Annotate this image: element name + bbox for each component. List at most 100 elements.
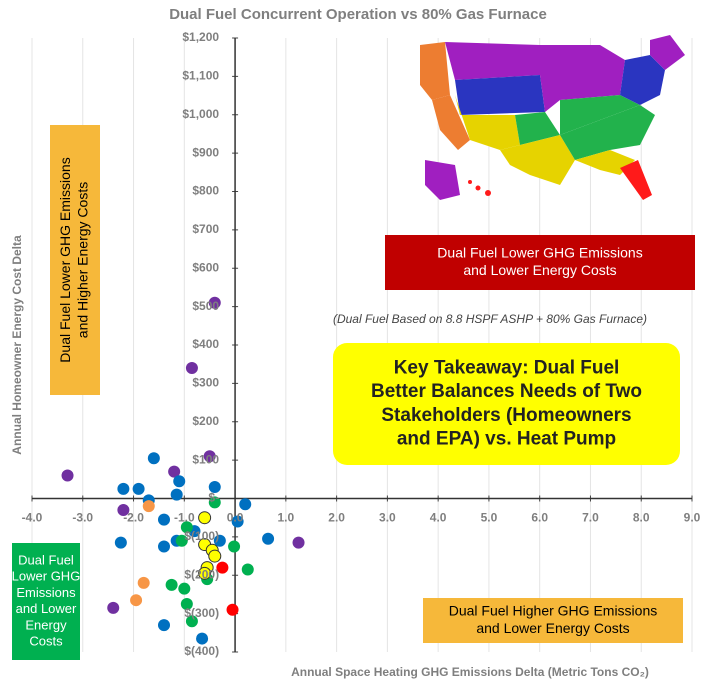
us-map <box>420 35 685 200</box>
annotation-text: Energy <box>25 617 67 632</box>
point <box>117 504 130 517</box>
annotation-text: Dual Fuel <box>18 552 74 567</box>
map-region <box>455 95 520 150</box>
x-tick-label: -3.0 <box>72 511 93 525</box>
point <box>185 615 198 628</box>
map-region <box>475 185 481 191</box>
map-region <box>445 42 540 80</box>
x-tick-label: 4.0 <box>430 511 447 525</box>
point <box>241 563 254 576</box>
point <box>180 521 193 534</box>
y-tick-label: $- <box>208 491 219 505</box>
point <box>213 534 226 547</box>
x-tick-label: 7.0 <box>582 511 599 525</box>
y-tick-label: $700 <box>192 222 219 236</box>
y-tick-label: $1,000 <box>182 107 219 121</box>
annotation-box <box>12 543 80 660</box>
point <box>165 578 178 591</box>
annotation-text: and Lower Energy Costs <box>463 262 616 278</box>
annotation-text: and Lower Energy Costs <box>476 620 629 636</box>
point <box>208 296 221 309</box>
map-region <box>420 42 450 100</box>
point <box>228 540 241 553</box>
annotation-text: Costs <box>29 634 63 649</box>
x-tick-label: 3.0 <box>379 511 396 525</box>
map-region <box>432 95 470 150</box>
annotation-text: Dual Fuel Lower GHG Emissions <box>437 244 642 260</box>
y-tick-label: $(300) <box>184 606 219 620</box>
y-tick-label: $1,200 <box>182 30 219 44</box>
point <box>231 515 244 528</box>
map-region <box>620 160 652 200</box>
point <box>262 532 275 545</box>
point <box>142 500 155 513</box>
y-tick-label: $600 <box>192 260 219 274</box>
point <box>168 465 181 478</box>
y-tick-label: $900 <box>192 145 219 159</box>
point <box>175 534 188 547</box>
y-tick-label: $1,100 <box>182 69 219 83</box>
point <box>180 598 193 611</box>
annotations: Dual Fuel Lower GHG Emissions and Higher … <box>12 125 695 660</box>
chart-title: Dual Fuel Concurrent Operation vs 80% Ga… <box>169 6 547 23</box>
x-tick-label: 0.0 <box>227 511 244 525</box>
map-region <box>485 190 491 196</box>
point <box>216 561 229 574</box>
map-region <box>560 95 640 135</box>
y-tick-label: $(200) <box>184 567 219 581</box>
point <box>198 566 212 580</box>
y-tick-label: $500 <box>192 299 219 313</box>
annotation-text: Lower GHG <box>12 569 81 584</box>
annotation-text: and EPA) vs. Heat Pump <box>397 429 616 450</box>
y-tick-label: $(100) <box>184 529 219 543</box>
annotation-text: Dual Fuel Higher GHG Emissions <box>449 602 658 618</box>
map-region <box>560 105 655 160</box>
x-tick-label: -2.0 <box>123 511 144 525</box>
x-tick-label: 1.0 <box>278 511 295 525</box>
map-region <box>515 112 560 145</box>
point <box>137 576 150 589</box>
map-region <box>540 45 625 112</box>
x-tick-label: -1.0 <box>174 511 195 525</box>
x-tick-label: 5.0 <box>481 511 498 525</box>
y-tick-label: $300 <box>192 376 219 390</box>
point <box>173 475 186 488</box>
annotation-text: Better Balances Needs of Two <box>371 381 642 402</box>
annotation-text: (Dual Fuel Based on 8.8 HSPF ASHP + 80% … <box>333 312 647 326</box>
annotation-text: Emissions <box>16 585 76 600</box>
point <box>226 603 239 616</box>
point <box>208 549 222 563</box>
x-tick-label: 2.0 <box>328 511 345 525</box>
x-tick-label: 9.0 <box>684 511 701 525</box>
point <box>61 469 74 482</box>
annotation-box <box>423 598 683 643</box>
y-tick-label: $400 <box>192 337 219 351</box>
point <box>114 536 127 549</box>
y-tick-label: $(400) <box>184 644 219 658</box>
map-region <box>455 75 545 115</box>
map-region <box>468 180 472 184</box>
point <box>198 511 212 525</box>
point <box>208 496 221 509</box>
point <box>117 482 130 495</box>
map-region <box>425 160 460 200</box>
annotation-text: Key Takeaway: Dual Fuel <box>394 357 620 378</box>
point <box>208 480 221 493</box>
point <box>147 452 160 465</box>
y-tick-label: $100 <box>192 452 219 466</box>
x-tick-label: 8.0 <box>633 511 650 525</box>
y-axis-label: Annual Homeowner Energy Cost Delta <box>10 235 24 455</box>
point <box>132 482 145 495</box>
x-tick-label: -4.0 <box>22 511 43 525</box>
map-region <box>620 55 665 105</box>
plot <box>61 296 305 645</box>
x-tick-label: 6.0 <box>531 511 548 525</box>
x-axis-label: Annual Space Heating GHG Emissions Delta… <box>291 665 649 679</box>
annotation-box <box>385 235 695 290</box>
map-region <box>575 150 635 175</box>
y-tick-label: $200 <box>192 414 219 428</box>
point <box>130 594 143 607</box>
annotation-box <box>333 343 680 465</box>
point <box>196 632 209 645</box>
